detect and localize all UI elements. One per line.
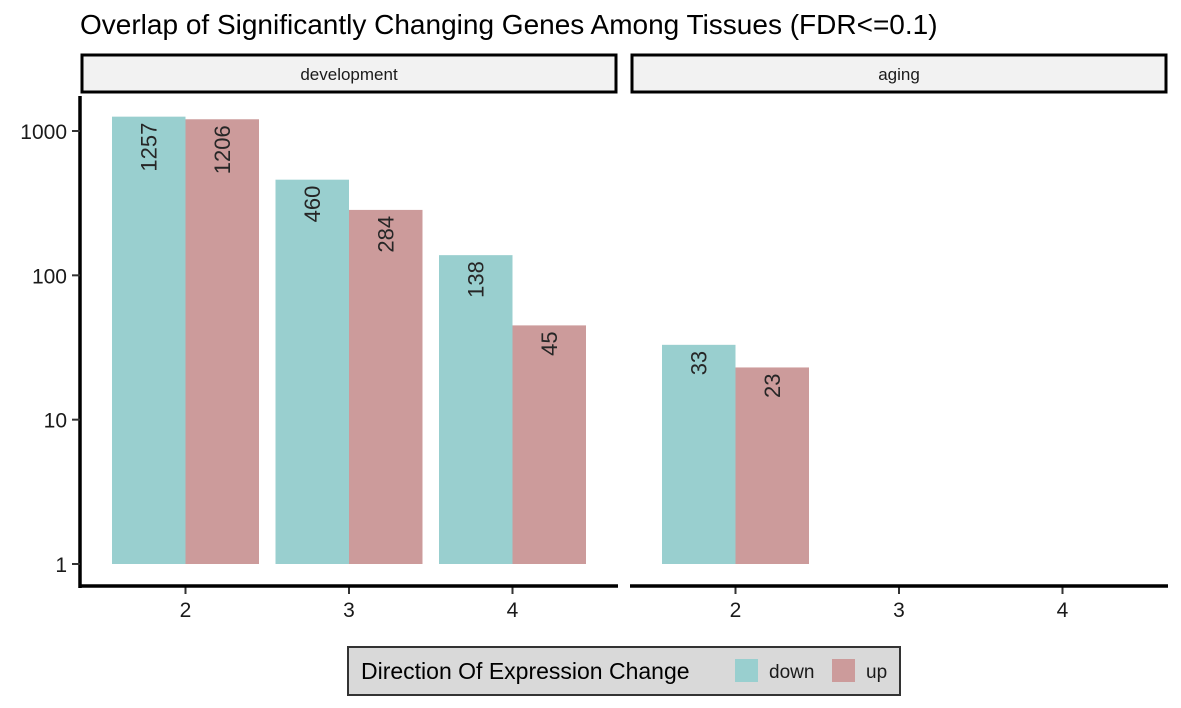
bar-up: [512, 325, 586, 564]
y-tick-label: 1000: [20, 121, 67, 144]
legend-label-down: down: [769, 662, 814, 683]
chart-title: Overlap of Significantly Changing Genes …: [80, 9, 938, 40]
y-tick-label: 1: [55, 554, 67, 577]
y-axis: 1 10 100 1000: [20, 96, 82, 588]
x-tick-label: 3: [343, 599, 355, 622]
bar-value-label: 1206: [210, 125, 235, 174]
x-tick-label: 4: [1057, 599, 1069, 622]
facet-strip-label: aging: [878, 65, 920, 84]
bar-up: [349, 209, 423, 564]
bar-value-label: 1257: [137, 123, 162, 172]
bar-value-label: 284: [374, 216, 399, 253]
bar-value-label: 45: [537, 331, 562, 355]
x-tick-label: 3: [893, 599, 905, 622]
legend: Direction Of Expression Change down up: [347, 646, 901, 696]
facet-strip-label: development: [300, 65, 398, 84]
legend-box: [347, 646, 901, 696]
bar-down: [275, 179, 349, 564]
legend-title: Direction Of Expression Change: [361, 658, 690, 684]
bar-value-label: 23: [760, 373, 785, 397]
bar-value-label: 33: [687, 351, 712, 375]
bar-down: [439, 255, 513, 565]
x-tick-label: 2: [180, 599, 192, 622]
legend-key-up: [832, 659, 855, 682]
bar-value-label: 138: [464, 261, 489, 298]
bar-down: [112, 116, 186, 565]
panel-development: development 1257 1206 2 460 284 3 138 45 4: [80, 53, 618, 622]
legend-label-up: up: [866, 662, 887, 683]
x-tick-label: 4: [507, 599, 519, 622]
bar-up: [185, 119, 259, 564]
x-tick-label: 2: [730, 599, 742, 622]
facet-strip: [630, 53, 1168, 94]
y-tick-label: 10: [44, 410, 67, 433]
y-tick-label: 100: [32, 265, 67, 288]
legend-key-down: [735, 659, 758, 682]
bar-up: [735, 367, 809, 564]
bar-value-label: 460: [300, 186, 325, 223]
bar-down: [662, 344, 736, 564]
facet-strip: [80, 53, 618, 94]
